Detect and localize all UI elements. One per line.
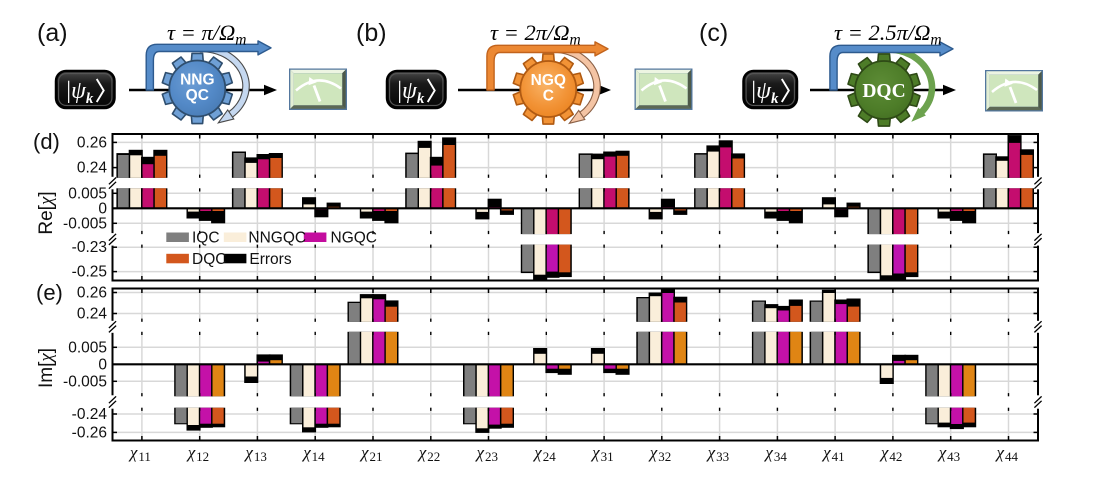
svg-text:χ42: χ42: [879, 443, 902, 464]
svg-text:-0.25: -0.25: [72, 264, 107, 281]
svg-text:DQC: DQC: [862, 81, 905, 102]
svg-text:(c): (c): [699, 19, 728, 47]
svg-text:(b): (b): [356, 19, 387, 47]
svg-text:τ = 2.5π/Ωm: τ = 2.5π/Ωm: [834, 20, 942, 49]
svg-text:NNGQC: NNGQC: [248, 230, 306, 247]
svg-text:|ψk: |ψk: [397, 78, 425, 107]
svg-text:-0.23: -0.23: [72, 239, 107, 256]
svg-text:0.24: 0.24: [77, 160, 108, 177]
svg-text:C: C: [543, 88, 554, 105]
svg-text:QC: QC: [186, 87, 209, 104]
svg-text:χ31: χ31: [590, 443, 613, 464]
svg-text:χ21: χ21: [359, 443, 382, 464]
svg-text:-0.26: -0.26: [72, 424, 107, 441]
svg-text:Im[χ]: Im[χ]: [36, 348, 57, 388]
svg-text:χ44: χ44: [995, 443, 1019, 464]
svg-text:(e): (e): [36, 280, 63, 305]
svg-text:-0.005: -0.005: [63, 215, 107, 232]
svg-text:|ψk: |ψk: [751, 78, 779, 107]
svg-text:χ34: χ34: [763, 443, 787, 464]
svg-text:Errors: Errors: [249, 251, 291, 268]
svg-text:0.26: 0.26: [77, 134, 107, 151]
svg-text:χ14: χ14: [301, 443, 325, 464]
svg-text:NNG: NNG: [180, 72, 214, 89]
svg-text:(a): (a): [37, 19, 68, 47]
svg-text:0.005: 0.005: [68, 185, 107, 202]
svg-text:NGQ: NGQ: [531, 72, 566, 89]
svg-text:-0.24: -0.24: [72, 406, 108, 423]
svg-text:χ33: χ33: [706, 443, 729, 464]
svg-text:DQC: DQC: [192, 251, 226, 268]
svg-text:0.005: 0.005: [68, 339, 107, 356]
svg-text:χ23: χ23: [475, 443, 498, 464]
svg-text:τ = 2π/Ωm: τ = 2π/Ωm: [490, 20, 581, 49]
svg-text:χ11: χ11: [128, 443, 151, 464]
svg-text:χ41: χ41: [821, 443, 844, 464]
svg-text:τ = π/Ωm: τ = π/Ωm: [167, 20, 246, 49]
svg-text:0.26: 0.26: [77, 285, 107, 302]
svg-text:χ32: χ32: [648, 443, 671, 464]
svg-text:0.24: 0.24: [77, 306, 108, 323]
svg-text:Re[χ]: Re[χ]: [36, 191, 57, 234]
svg-text:χ43: χ43: [937, 443, 960, 464]
svg-text:0: 0: [98, 356, 107, 373]
svg-text:IQC: IQC: [192, 230, 220, 247]
svg-text:χ12: χ12: [186, 443, 209, 464]
svg-text:NGQC: NGQC: [331, 230, 378, 247]
svg-text:χ13: χ13: [243, 443, 266, 464]
svg-text:(d): (d): [33, 129, 60, 154]
svg-text:χ22: χ22: [417, 443, 440, 464]
svg-text:-0.005: -0.005: [63, 373, 107, 390]
svg-text:χ24: χ24: [532, 443, 556, 464]
svg-text:0: 0: [98, 200, 107, 217]
